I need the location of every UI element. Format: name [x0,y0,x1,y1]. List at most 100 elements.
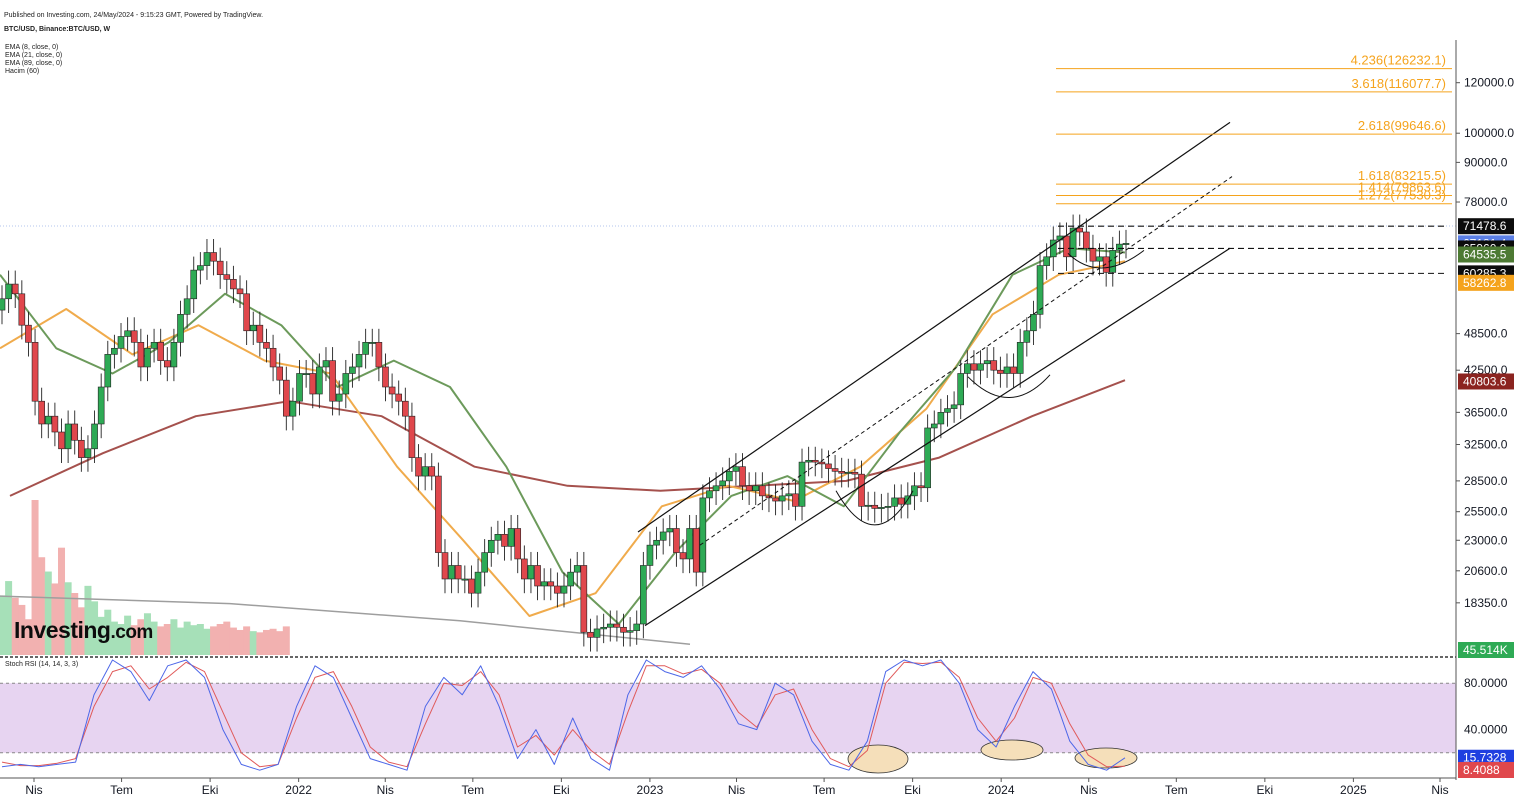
volume-bar [269,628,277,655]
cup-arc [967,374,1051,398]
volume-bar [104,609,112,655]
rsi-value-tag-label: 8.4088 [1463,763,1500,777]
candle-body [448,565,455,580]
candle-body [831,468,839,472]
time-tick-label: 2022 [285,783,312,797]
candle-body [547,581,555,587]
candle-body [11,283,19,295]
candle-body [18,293,26,326]
time-tick-label: Tem [1165,783,1188,797]
volume-bar [276,631,284,655]
candle-body [540,581,548,587]
time-tick-label: Eki [904,783,921,797]
time-tick-label: Nis [25,783,42,797]
fib-level-label: 1.414(79863.6) [1358,179,1446,194]
candle-body [117,336,125,349]
candle-body [825,463,832,469]
candle-body [342,373,350,395]
candle-body [567,571,574,587]
candle-body [659,531,667,541]
volume-bar [71,593,79,655]
ema21-line [0,260,1126,617]
candle-body [388,386,396,395]
price-tag [1458,246,1514,263]
candle-body [170,342,178,368]
stoch-rsi-label: Stoch RSI (14, 14, 3, 3) [5,661,79,668]
volume-bar [249,631,257,655]
candle-body [1116,243,1123,251]
rsi-value-tag-label: 15.7328 [1463,751,1507,765]
price-tick-label: 120000.0 [1464,76,1514,90]
candle-body [276,366,283,381]
candle-body [1076,227,1084,233]
candle-body [1102,256,1110,273]
volume-bar [44,571,52,655]
volume-bar [216,624,224,655]
candle-body [335,393,343,402]
volume-bar [117,624,125,655]
channel-mid-line [699,176,1233,546]
candle-body [38,400,45,425]
candle-body [620,626,627,633]
time-tick-label: Tem [813,783,836,797]
cup-arc [1067,249,1145,269]
candle-body [646,544,654,566]
candle-body [1089,247,1097,262]
candle-body [236,288,244,295]
candle-body [699,497,707,573]
candle-body [197,265,204,271]
candle-body [1069,227,1077,258]
candle-body [884,506,892,508]
candle-body [983,360,991,365]
candle-body [441,552,449,580]
candle-body [845,471,852,474]
time-tick-label: Nis [1080,783,1097,797]
volume-bar [229,627,237,655]
volume-bar [130,625,138,655]
volume-bar [91,601,99,655]
candle-body [640,565,647,625]
price-tag-label: 71478.6 [1463,219,1507,233]
price-tick-label: 90000.0 [1464,155,1508,169]
candle-body [421,466,429,477]
candle-body [249,324,257,332]
candle-body [322,360,330,368]
volume-bar [210,626,218,655]
price-tag [1458,274,1514,291]
candle-body [203,252,211,266]
price-tag-label: 40803.6 [1463,374,1507,388]
candle-body [593,628,601,638]
candle-body [1010,366,1017,374]
candle-body [309,373,317,395]
volume-bar [51,583,59,655]
time-tick-label: Tem [461,783,484,797]
candle-body [785,493,793,497]
candle-body [454,565,462,580]
candle-body [897,497,905,505]
indicator-ema21: EMA (21, close, 0) [5,52,63,59]
candle-body [745,485,753,492]
volume-bar [183,621,191,655]
candle-body [402,400,409,417]
candle-body [368,342,376,344]
volume-bar [203,628,211,655]
candle-body [851,471,859,475]
candle-body [183,298,191,315]
candle-body [712,485,720,492]
price-tag [1458,218,1514,235]
candle-body [878,507,885,509]
candle-body [924,427,931,489]
published-note: Published on Investing.com, 24/May/2024 … [4,12,264,19]
candle-body [858,473,865,507]
candle-body [752,485,760,492]
candle-body [811,459,819,463]
candle-body [554,585,561,594]
price-tag [1458,642,1514,658]
volume-bar [143,613,151,655]
candle-body [580,565,588,633]
fib-level-label: 1.618(83215.5) [1358,168,1446,183]
candle-body [44,415,52,425]
candle-body [382,366,389,388]
indicator-volume: Hacim (60) [5,68,40,75]
candle-body [296,373,303,402]
